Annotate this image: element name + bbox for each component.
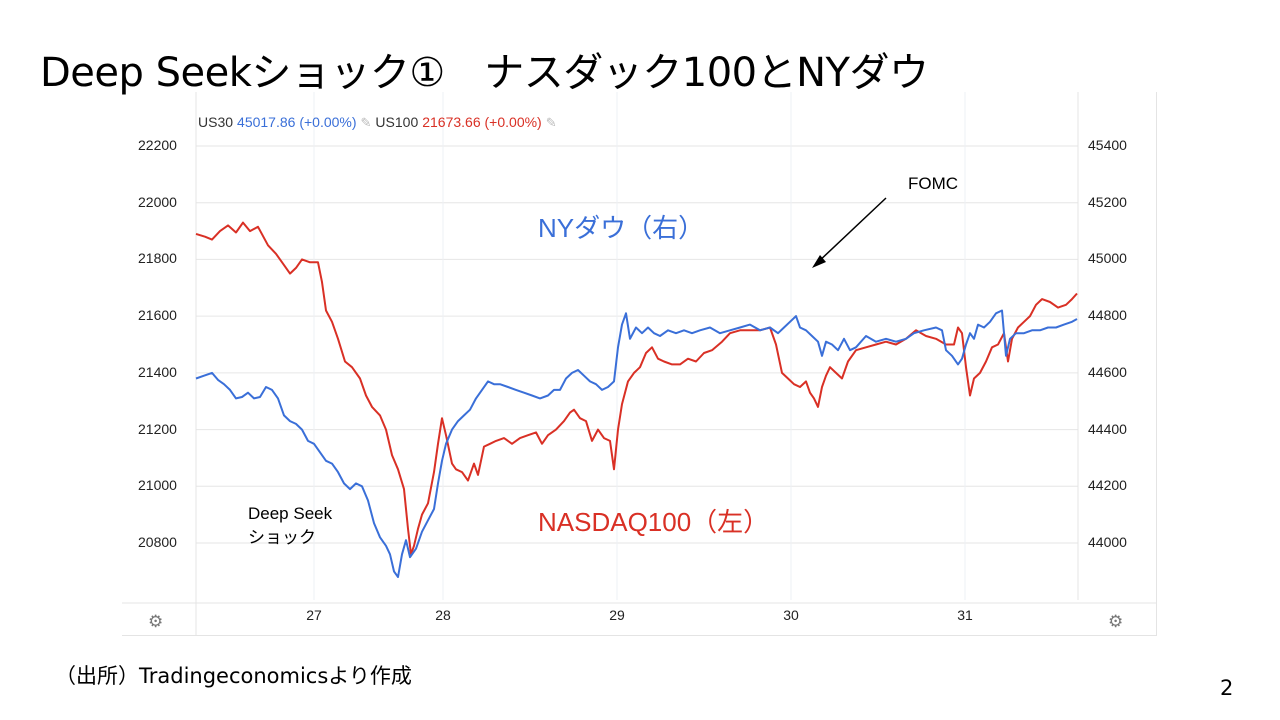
legend-us100-value: 21673.66 (+0.00%) <box>422 114 542 130</box>
y-right-tick: 44600 <box>1088 363 1127 380</box>
page-number: 2 <box>1220 676 1234 700</box>
y-right-tick: 44200 <box>1088 477 1127 494</box>
annotation-deepseek-line1: Deep Seek <box>248 504 333 523</box>
source-note: （出所）Tradingeconomicsより作成 <box>55 664 412 688</box>
y-left-tick: 22200 <box>138 137 177 153</box>
gear-icon[interactable]: ⚙ <box>148 612 164 632</box>
chart-lines <box>195 221 1078 578</box>
annotation-fomc: FOMC <box>908 174 959 193</box>
y-left-tick: 21400 <box>138 363 177 380</box>
x-tick: 27 <box>306 607 322 623</box>
annotation-nasdaq: NASDAQ100（左） <box>538 507 770 537</box>
gear-icon[interactable]: ⚙ <box>1108 612 1124 632</box>
x-tick: 31 <box>957 607 973 623</box>
legend-us30-value: 45017.86 (+0.00%) <box>237 114 357 130</box>
x-tick: 30 <box>783 607 799 623</box>
annotation-deepseek: Deep Seek ショック <box>248 502 332 550</box>
y-right-tick: 44000 <box>1088 534 1127 550</box>
annotation-ny-dow: NYダウ（右） <box>538 213 705 243</box>
y-right-tick: 44400 <box>1088 420 1127 437</box>
legend-us30-symbol: US30 <box>198 114 234 130</box>
chart-grid <box>122 92 1156 635</box>
y-right-tick: 45000 <box>1088 250 1127 267</box>
x-tick: 28 <box>435 607 451 623</box>
legend-us100-symbol: US100 <box>375 114 419 130</box>
y-left-tick: 21600 <box>138 307 177 324</box>
y-left-tick: 21200 <box>138 420 177 437</box>
y-left-tick: 20800 <box>138 534 177 550</box>
nasdaq-line <box>195 221 1078 556</box>
y-right-tick: 45200 <box>1088 193 1127 210</box>
chart-legend: US30 45017.86 (+0.00%) ✎ US100 21673.66 (+0.… <box>198 114 561 131</box>
y-right-tick: 44800 <box>1088 307 1127 324</box>
x-tick: 29 <box>609 607 625 623</box>
slide-title: Deep Seekショック① ナスダック100とNYダウ <box>40 50 929 96</box>
edit-icon[interactable]: ✎ <box>545 115 557 130</box>
y-left-tick: 22000 <box>138 193 177 210</box>
y-left-tick: 21800 <box>138 250 177 267</box>
edit-icon[interactable]: ✎ <box>360 115 372 130</box>
dow-line <box>195 309 1078 578</box>
annotation-deepseek-line2: ショック <box>248 528 316 547</box>
y-right-tick: 45400 <box>1088 137 1127 153</box>
fomc-arrow <box>812 197 887 268</box>
y-left-tick: 21000 <box>138 477 177 494</box>
chart-frame <box>122 92 1157 636</box>
